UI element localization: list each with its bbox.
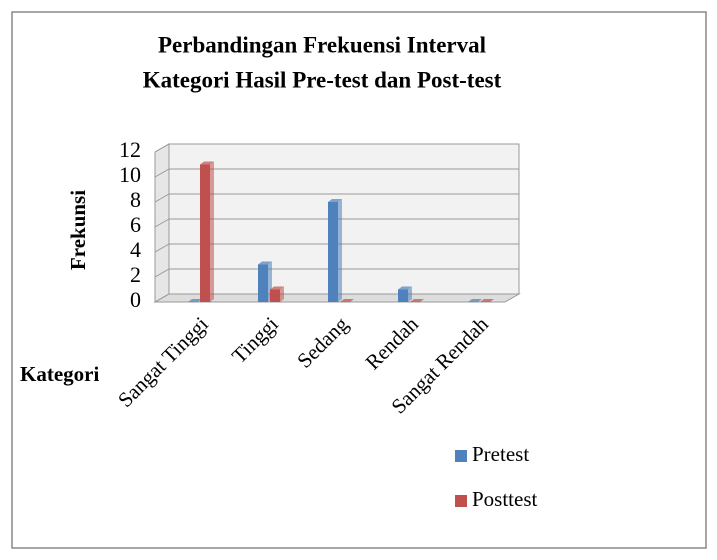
bar-side [280, 286, 284, 302]
grid-line [154, 268, 170, 278]
chart-title: Kategori Hasil Pre-test dan Post-test [143, 67, 502, 92]
bar-top [258, 261, 272, 265]
bar-top [188, 299, 202, 302]
bar [328, 202, 338, 302]
bar-side [408, 286, 412, 302]
y-tick-label: 0 [130, 287, 141, 312]
bar [270, 289, 280, 302]
bar-top [410, 299, 424, 302]
y-tick-label: 10 [119, 162, 141, 187]
legend-label: Pretest [472, 442, 529, 466]
bar [258, 264, 268, 302]
bar-top [270, 286, 284, 290]
y-tick-label: 4 [130, 237, 141, 262]
grid-line [154, 293, 170, 303]
y-tick-label: 6 [130, 212, 141, 237]
bar [398, 289, 408, 302]
grid-line [154, 168, 170, 178]
y-tick-label: 12 [119, 137, 141, 162]
grid-line [154, 218, 170, 228]
bar-top [398, 286, 412, 290]
legend-label: Posttest [472, 487, 538, 511]
bar-side [210, 161, 214, 302]
grid-line [154, 143, 170, 153]
x-axis-title: Kategori [20, 362, 99, 386]
y-axis-title: Frekunsi [66, 190, 90, 270]
grid-line [154, 243, 170, 253]
chart-title: Perbandingan Frekuensi Interval [158, 32, 486, 57]
legend-swatch [455, 450, 467, 462]
grid-line [154, 193, 170, 203]
bar-top [480, 299, 494, 302]
bar-top [340, 299, 354, 302]
y-tick-label: 8 [130, 187, 141, 212]
bar-top [468, 299, 482, 302]
bar [200, 164, 210, 302]
bar-top [200, 161, 214, 165]
bar-side [338, 199, 342, 302]
bar-top [328, 199, 342, 202]
y-tick-label: 2 [130, 262, 141, 287]
legend-swatch [455, 495, 467, 507]
